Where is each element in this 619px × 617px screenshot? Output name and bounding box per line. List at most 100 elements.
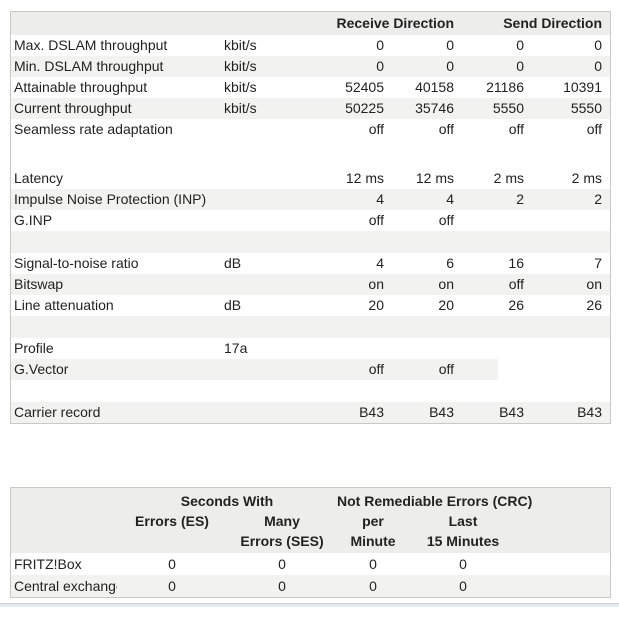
row-value: 12 ms bbox=[345, 170, 384, 186]
row-value: 2 bbox=[594, 191, 602, 207]
spacer-row bbox=[11, 140, 610, 168]
row-value: 0 bbox=[594, 37, 602, 53]
error-table-header: Seconds With Not Remediable Errors (CRC)… bbox=[11, 488, 610, 553]
row-label: Attainable throughput bbox=[14, 79, 148, 95]
row-value: 0 bbox=[516, 37, 524, 53]
row-label: G.Vector bbox=[14, 361, 69, 377]
row-value: B43 bbox=[429, 404, 454, 420]
row-value: 0 bbox=[516, 58, 524, 74]
row-value: 0 bbox=[376, 37, 384, 53]
error-stats-rows: FRITZ!Box 0 0 0 0 Central exchange 0 0 0 0 bbox=[11, 553, 610, 597]
row-unit: dB bbox=[224, 255, 242, 271]
row-value: 52405 bbox=[345, 79, 384, 95]
row-value: 0 bbox=[446, 37, 454, 53]
column-header-spacer bbox=[11, 511, 117, 551]
table-row: Seamless rate adaptation off off off off bbox=[11, 119, 610, 140]
row-value: off bbox=[508, 276, 524, 292]
row-value: 6 bbox=[446, 255, 454, 271]
row-value: off bbox=[508, 121, 524, 137]
spacer-row bbox=[11, 316, 610, 338]
error-row-value: 0 bbox=[459, 556, 467, 572]
row-value bbox=[314, 338, 384, 359]
row-unit: kbit/s bbox=[224, 79, 257, 95]
row-label: Profile bbox=[14, 340, 54, 356]
row-label: Max. DSLAM throughput bbox=[14, 37, 168, 53]
row-label: Seamless rate adaptation bbox=[14, 121, 173, 137]
group-header-row: Seconds With Not Remediable Errors (CRC) bbox=[11, 491, 610, 511]
table-row: Max. DSLAM throughput kbit/s 0 0 0 0 bbox=[11, 35, 610, 56]
row-unit bbox=[224, 402, 314, 423]
row-value: on bbox=[586, 276, 602, 292]
table-row: Attainable throughput kbit/s 52405 40158 211… bbox=[11, 77, 610, 98]
row-value: B43 bbox=[359, 404, 384, 420]
row-label: G.INP bbox=[14, 212, 53, 228]
row-label: Impulse Noise Protection (INP) bbox=[14, 191, 207, 207]
row-value: off bbox=[368, 212, 384, 228]
row-value: 2 ms bbox=[493, 170, 524, 186]
table-row: Carrier record B43 B43 B43 B43 bbox=[11, 402, 610, 423]
row-unit bbox=[224, 274, 314, 295]
row-value: on bbox=[368, 276, 384, 292]
row-label: Signal-to-noise ratio bbox=[14, 255, 139, 271]
row-value: 5550 bbox=[570, 100, 602, 116]
error-row-value: 0 bbox=[369, 578, 377, 594]
row-value: 0 bbox=[446, 58, 454, 74]
error-table-row: Central exchange 0 0 0 0 bbox=[11, 575, 610, 597]
row-unit bbox=[224, 359, 314, 380]
error-row-value: 0 bbox=[168, 578, 176, 594]
table-row: Signal-to-noise ratio dB 4 6 16 7 bbox=[11, 253, 610, 274]
row-label: Min. DSLAM throughput bbox=[14, 58, 164, 74]
error-row-value: 0 bbox=[459, 578, 467, 594]
column-header-ses: Many Errors (SES) bbox=[240, 513, 324, 549]
row-value: off bbox=[438, 212, 454, 228]
table-row: G.INP off off bbox=[11, 210, 610, 231]
row-value: 4 bbox=[376, 191, 384, 207]
error-row-value: 0 bbox=[168, 556, 176, 572]
table-row: Latency 12 ms 12 ms 2 ms 2 ms bbox=[11, 168, 610, 189]
row-value: B43 bbox=[577, 404, 602, 420]
row-value: 2 bbox=[516, 191, 524, 207]
row-value bbox=[454, 338, 524, 359]
row-value: 16 bbox=[508, 255, 524, 271]
table-row: Bitswap on on off on bbox=[11, 274, 610, 295]
row-value: 21186 bbox=[486, 79, 524, 95]
error-row-label: FRITZ!Box bbox=[14, 556, 82, 572]
row-value: 4 bbox=[376, 255, 384, 271]
row-label: Latency bbox=[14, 170, 64, 186]
table-row: Line attenuation dB 20 20 26 26 bbox=[11, 295, 610, 316]
row-value bbox=[524, 359, 610, 380]
header-spacer-cell bbox=[11, 12, 224, 35]
row-value: 0 bbox=[594, 58, 602, 74]
error-table-row: FRITZ!Box 0 0 0 0 bbox=[11, 553, 610, 575]
spacer-row bbox=[11, 380, 610, 402]
footer-divider bbox=[0, 603, 619, 607]
row-unit: 17a bbox=[224, 340, 248, 356]
column-header-last-15-minutes: Last 15 Minutes bbox=[426, 513, 500, 549]
table-row: Current throughput kbit/s 50225 35746 5550 55… bbox=[11, 98, 610, 119]
column-header-es: Errors (ES) bbox=[135, 513, 209, 529]
row-value: 0 bbox=[376, 58, 384, 74]
row-value bbox=[454, 359, 524, 380]
row-value: off bbox=[438, 121, 454, 137]
row-unit: kbit/s bbox=[224, 100, 257, 116]
row-value: off bbox=[368, 361, 384, 377]
error-stats-table: Seconds With Not Remediable Errors (CRC)… bbox=[10, 487, 611, 598]
error-row-label: Central exchange bbox=[14, 578, 117, 594]
row-unit: dB bbox=[224, 297, 242, 313]
header-unit-spacer-cell bbox=[224, 12, 314, 35]
table-row: Impulse Noise Protection (INP) 4 4 2 2 bbox=[11, 189, 610, 210]
row-value: 20 bbox=[368, 297, 384, 313]
row-label: Bitswap bbox=[14, 276, 64, 292]
row-value: 35746 bbox=[415, 100, 454, 116]
group-header-spacer bbox=[11, 491, 117, 511]
row-value bbox=[384, 338, 454, 359]
dsl-stats-table: Receive Direction Send Direction Max. DS… bbox=[10, 11, 611, 424]
row-value bbox=[524, 210, 610, 231]
receive-direction-header: Receive Direction bbox=[336, 15, 455, 31]
row-unit bbox=[224, 168, 314, 189]
table-row: G.Vector off off bbox=[11, 359, 610, 380]
row-value: 5550 bbox=[492, 100, 524, 116]
row-unit: kbit/s bbox=[224, 37, 257, 53]
row-value: 10391 bbox=[563, 79, 602, 95]
group-header-crc: Not Remediable Errors (CRC) bbox=[337, 493, 533, 509]
